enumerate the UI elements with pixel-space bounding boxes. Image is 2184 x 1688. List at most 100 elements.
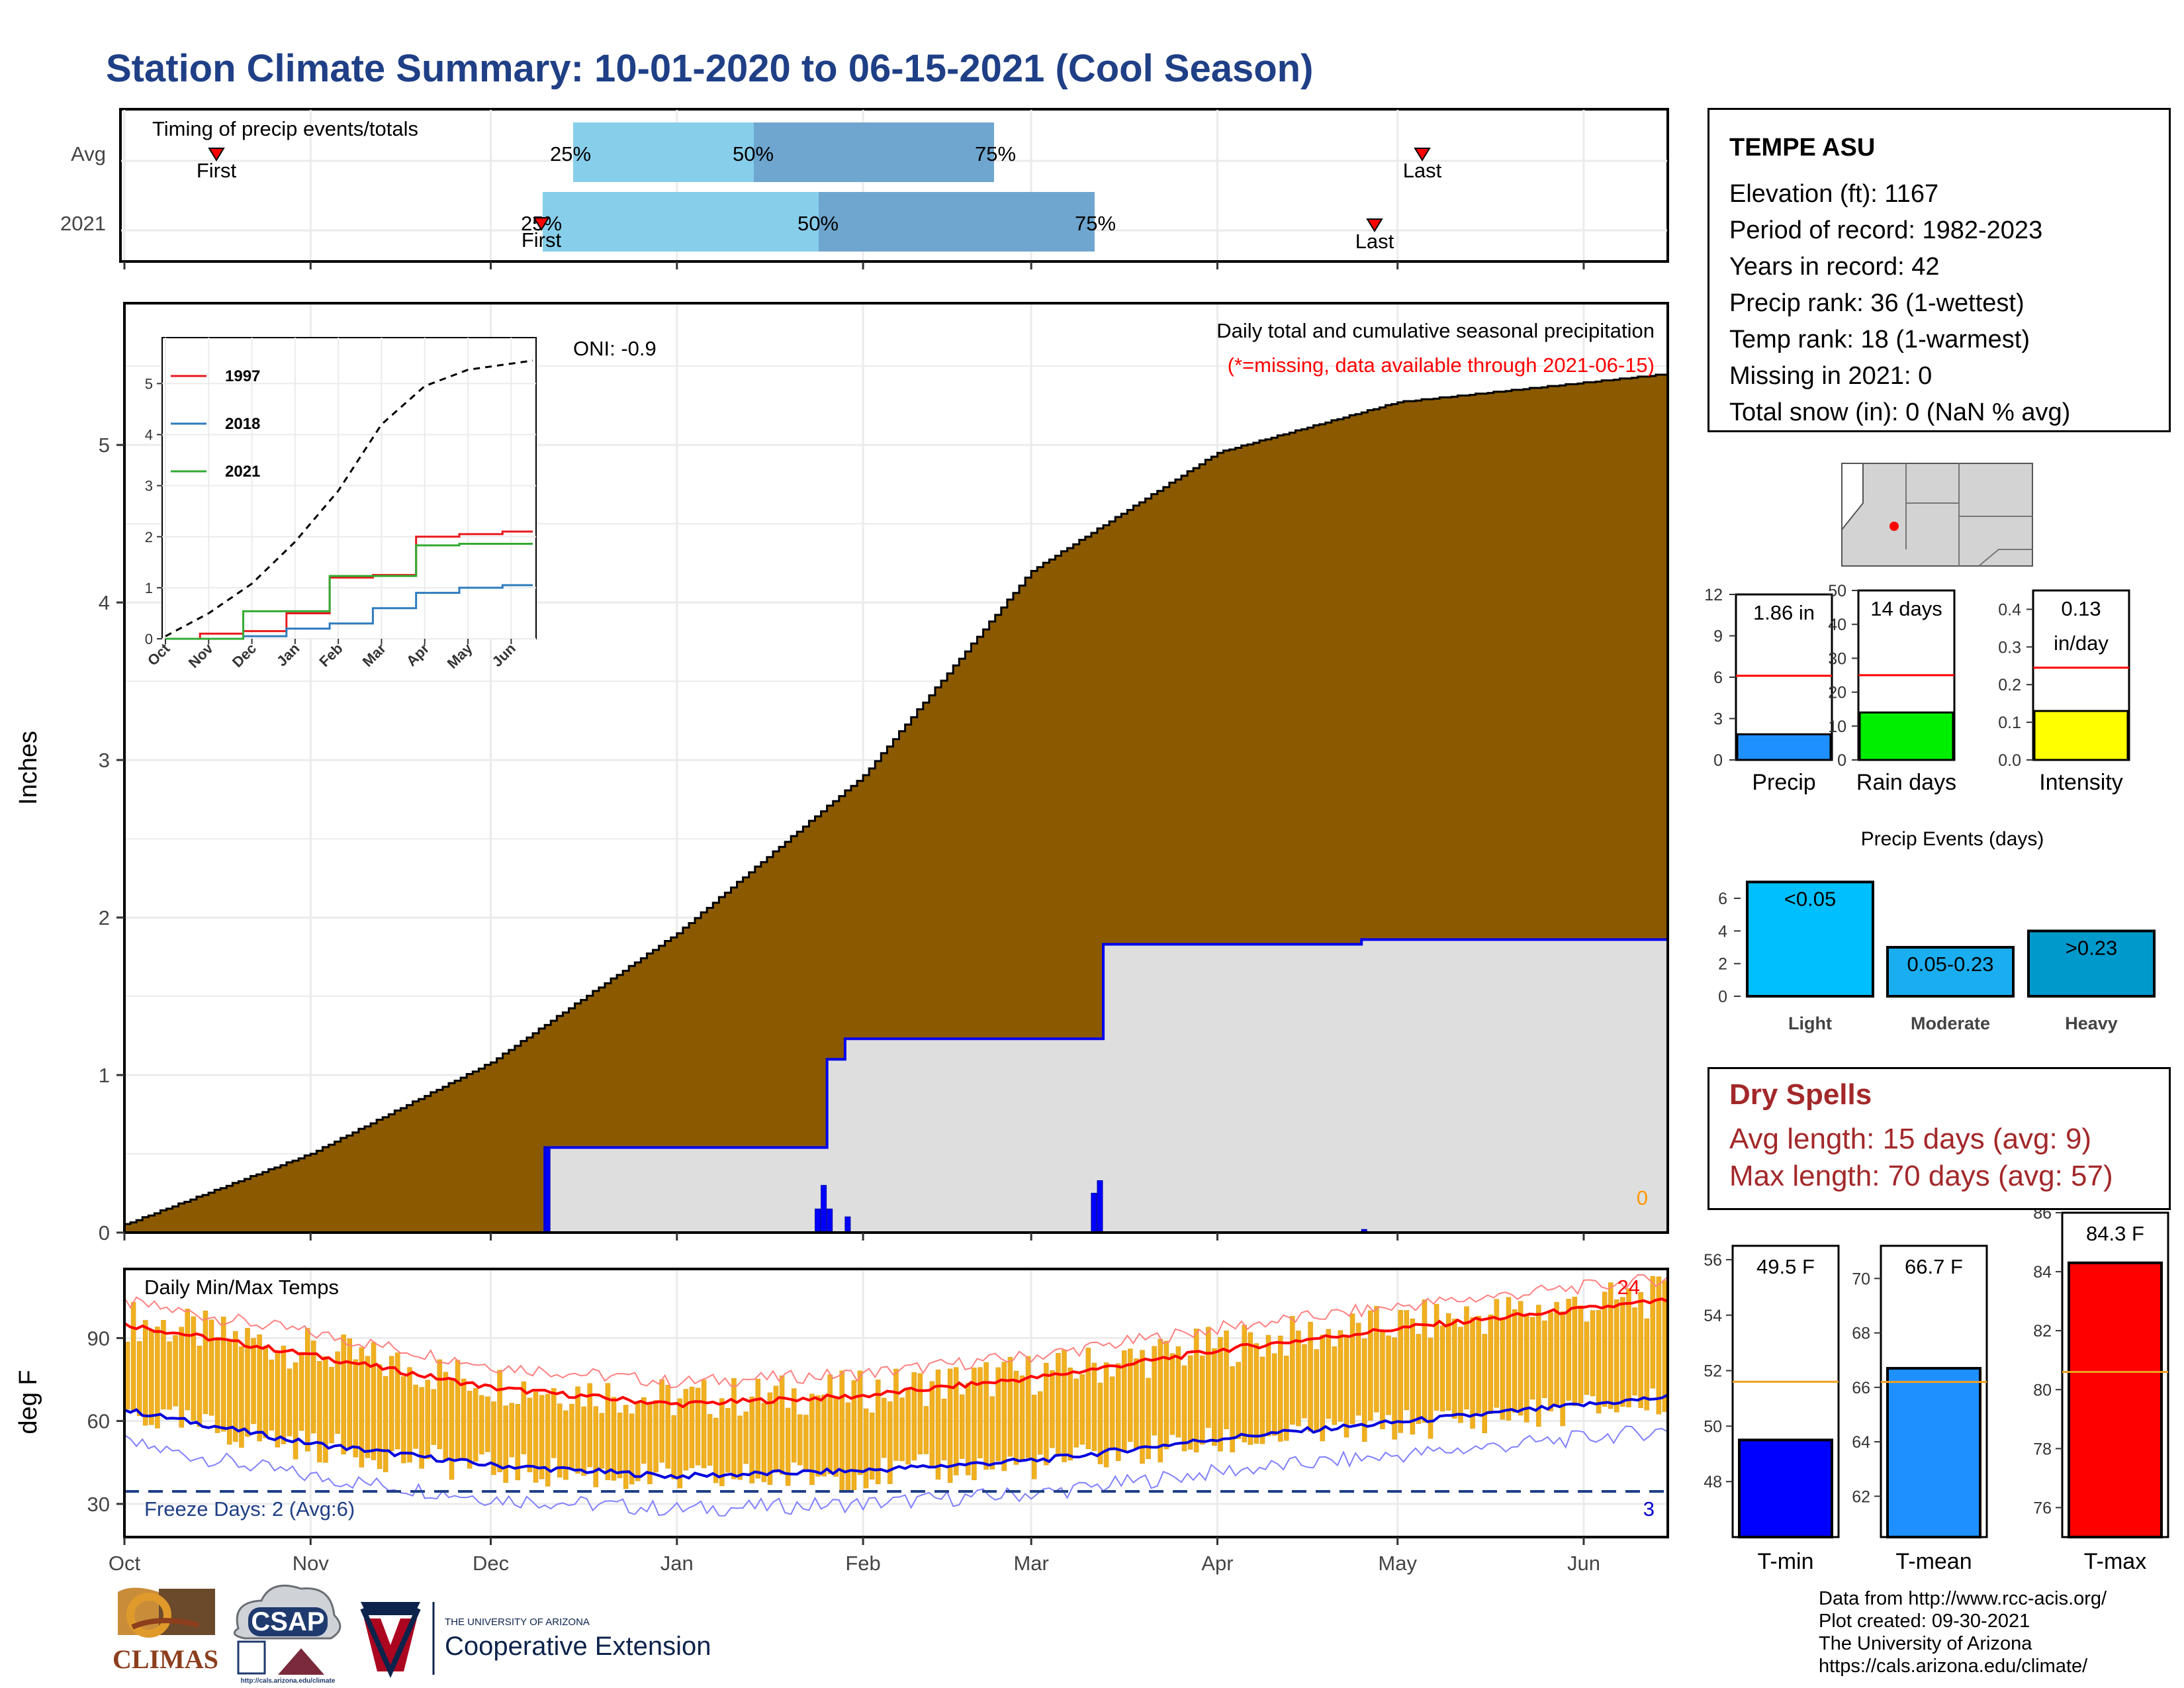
daily-temp-bar (929, 1381, 935, 1468)
avg-last-marker (1414, 148, 1431, 162)
precip-caption: Daily total and cumulative seasonal prec… (1216, 319, 1655, 342)
daily-temp-bar (743, 1411, 749, 1464)
daily-temp-bar (635, 1401, 641, 1481)
station-line: Period of record: 1982-2023 (1729, 216, 2043, 244)
daily-temp-bar (731, 1378, 737, 1479)
daily-temp-bar (1439, 1325, 1445, 1412)
daily-temp-bar (1530, 1317, 1535, 1400)
inset-line-2021 (165, 543, 533, 640)
daily-temp-bar (281, 1345, 287, 1444)
avg-p50-label: 50% (733, 142, 774, 165)
daily-temp-bar (317, 1361, 322, 1463)
daily-temp-bar (293, 1362, 298, 1460)
y-tick-label: 4 (1718, 922, 1727, 941)
x-tick-label: Oct (109, 1552, 141, 1575)
daily-temp-bar (191, 1316, 197, 1421)
timing-row-avg-label: Avg (71, 142, 106, 165)
timing-panel: Timing of precip events/totals Avg 2021 … (60, 108, 1669, 269)
y-tick-label: 0.2 (1998, 676, 2021, 694)
intensity-value-unit: in/day (2054, 632, 2109, 655)
daily-temp-bar (863, 1408, 869, 1489)
daily-temp-bar (1013, 1370, 1019, 1465)
daily-temp-bar (911, 1372, 917, 1461)
daily-temp-bar (1296, 1331, 1301, 1427)
rain-days-bar (1858, 711, 1954, 761)
daily-temp-bar (275, 1352, 281, 1448)
y-tick-label: 84 (2033, 1263, 2052, 1282)
daily-temp-bar (941, 1398, 947, 1460)
daily-temp-bar (1115, 1363, 1121, 1462)
page-title: Station Climate Summary: 10-01-2020 to 0… (106, 47, 1314, 90)
y-tick-label: 48 (1704, 1473, 1722, 1491)
daily-temp-bar (665, 1385, 670, 1469)
2021-25-50-bar (543, 192, 819, 252)
daily-temp-bar (779, 1375, 785, 1475)
daily-temp-bar (539, 1395, 545, 1479)
precip-events-chart: Precip Events (days) 0 2 4 6 <0.05 Light 0.05-… (1718, 828, 2156, 1033)
daily-temp-bar (1109, 1376, 1115, 1450)
daily-temp-bar (978, 1367, 983, 1458)
tmin-label: T-min (1758, 1549, 1814, 1574)
rain-days-label: Rain days (1856, 770, 1956, 795)
tmean-chart: 62 64 66 68 70 66.7 F T-mean (1852, 1244, 1988, 1574)
daily-temp-bar (425, 1380, 430, 1460)
daily-temp-bar (1152, 1346, 1157, 1436)
daily-temp-bar (298, 1352, 304, 1431)
daily-temp-bar (437, 1359, 443, 1449)
daily-temp-bar (1608, 1282, 1614, 1409)
daily-temp-bar (1500, 1317, 1506, 1420)
event-bar (1746, 880, 1874, 998)
daily-temp-bar (1386, 1335, 1391, 1415)
legend-label: 1997 (225, 367, 260, 385)
arizona-map (1841, 463, 2033, 567)
daily-temp-bar (167, 1341, 172, 1410)
daily-temp-bar (461, 1378, 467, 1461)
daily-temp-bar (197, 1346, 203, 1427)
daily-temp-bar (377, 1364, 383, 1470)
daily-temp-bar (905, 1389, 911, 1465)
daily-temp-bar (1169, 1353, 1175, 1435)
daily-temp-bar (203, 1311, 208, 1415)
cumulative-2021-area (124, 938, 1669, 1234)
daily-temp-bar (972, 1368, 977, 1480)
tmax-bar (2068, 1261, 2163, 1539)
daily-temp-bar (233, 1331, 238, 1442)
record-high-line (124, 1274, 1668, 1389)
daily-temp-bar (1193, 1329, 1199, 1452)
daily-temp-bar (653, 1400, 659, 1473)
daily-temp-bar (269, 1359, 275, 1431)
daily-temp-bar (1236, 1362, 1241, 1439)
y-tick-label: 70 (1852, 1270, 1870, 1288)
precip-total-bar (1736, 733, 1832, 761)
daily-temp-bar (1187, 1355, 1193, 1450)
avg-max-line (123, 1297, 1668, 1409)
intensity-label: Intensity (2039, 770, 2123, 795)
station-line: Precip rank: 36 (1-wettest) (1729, 289, 2025, 317)
daily-temp-bar (304, 1328, 310, 1452)
csap-text: CSAP (251, 1607, 324, 1636)
daily-temp-bar (149, 1329, 154, 1425)
daily-temp-bar (1068, 1367, 1073, 1461)
daily-temp-bar (443, 1372, 449, 1462)
daily-temp-bar (1097, 1382, 1103, 1464)
daily-temp-bar (851, 1380, 857, 1490)
inset-y-tick-label: 1 (145, 580, 153, 596)
daily-temp-bar (791, 1388, 797, 1463)
daily-temp-bar (1230, 1366, 1235, 1453)
y-tick-label: 0.4 (1998, 600, 2021, 619)
y-tick-label: 0.0 (1998, 751, 2021, 770)
missing-note: (*=missing, data available through 2021-… (1228, 353, 1655, 377)
daily-temp-bar (671, 1415, 676, 1479)
temp-ylabel: deg F (15, 1370, 42, 1434)
daily-temp-bar (1374, 1306, 1379, 1413)
x-tick-label: Jan (660, 1552, 694, 1575)
daily-temp-bar (887, 1401, 893, 1484)
daily-temp-bar (407, 1367, 412, 1463)
daily-temp-bar (1199, 1355, 1205, 1445)
daily-temp-bar (208, 1319, 214, 1416)
daily-temp-bar (527, 1397, 533, 1473)
daily-temp-bar (323, 1356, 328, 1463)
event-range-label: >0.23 (2066, 936, 2117, 959)
daily-temp-bar (935, 1370, 941, 1480)
